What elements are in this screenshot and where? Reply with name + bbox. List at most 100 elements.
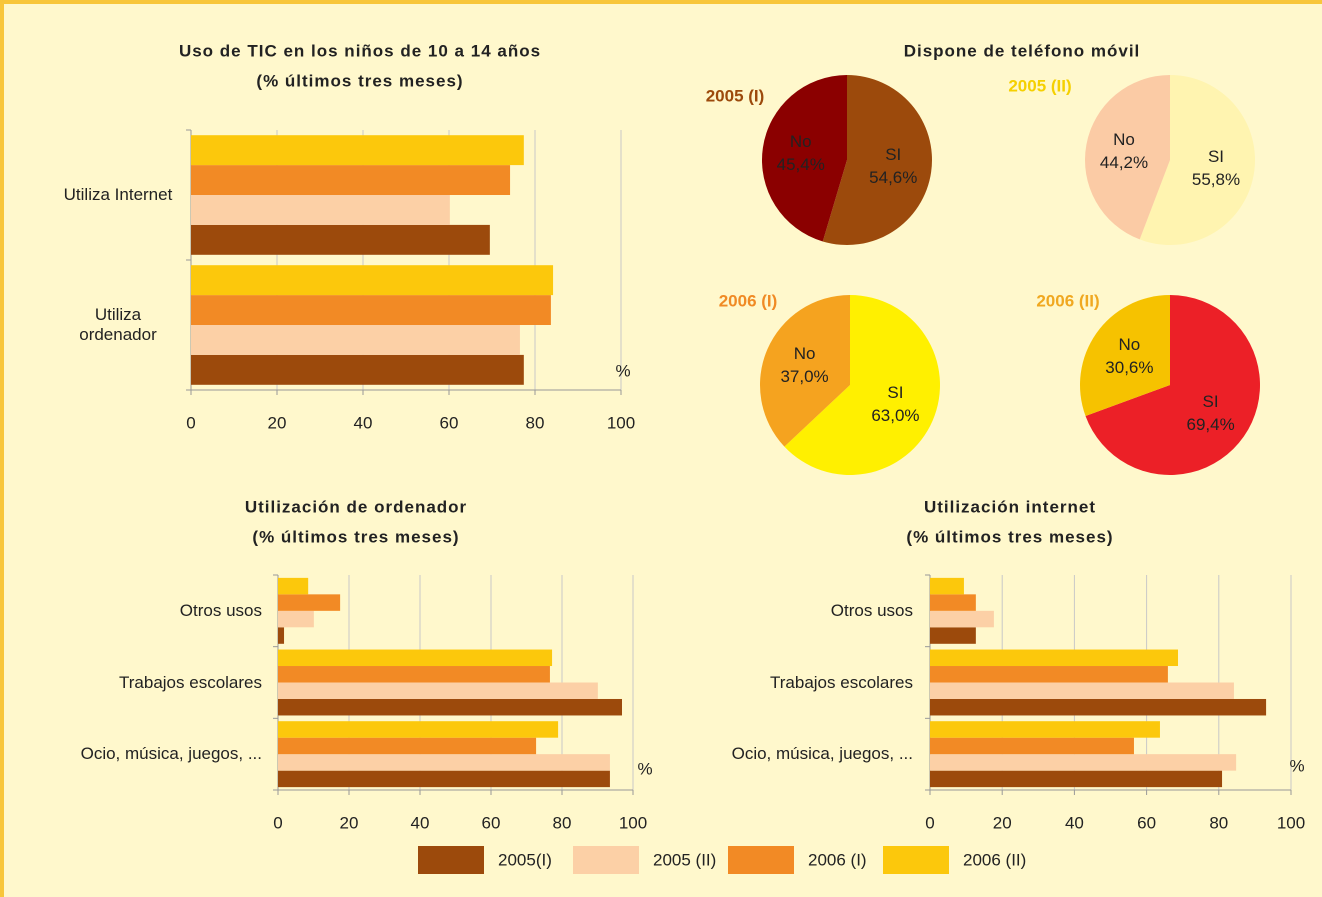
legend-swatch xyxy=(883,846,949,874)
legend-swatch xyxy=(418,846,484,874)
slice-value-label: 63,0% xyxy=(871,406,919,425)
chart-title: Uso de TIC en los niños de 10 a 14 años xyxy=(179,41,541,60)
y-tick-label: Utiliza ordenador xyxy=(79,305,157,344)
x-tick-label: 100 xyxy=(607,413,635,432)
chart: Uso de TIC en los niños de 10 a 14 años (… xyxy=(179,41,1305,874)
chart-title: Utilización internet xyxy=(924,497,1096,516)
chart-subtitle: (% últimos tres meses) xyxy=(256,71,463,90)
chart-subtitle: (% últimos tres meses) xyxy=(252,527,459,546)
slice-category: SI xyxy=(887,383,903,402)
pie-slice xyxy=(1080,295,1170,417)
slice-value-label: 54,6% xyxy=(869,168,917,187)
bar xyxy=(278,721,559,738)
slice-value-label: 55,8% xyxy=(1192,170,1240,189)
axis-unit: % xyxy=(615,361,630,380)
bar xyxy=(191,325,520,355)
y-tick-label: Ocio, música, juegos, ... xyxy=(731,744,913,764)
y-tick-label: Trabajos escolares xyxy=(770,672,913,692)
x-tick-label: 40 xyxy=(1065,813,1084,832)
slice-category: No xyxy=(794,344,816,363)
x-tick-label: 40 xyxy=(354,413,373,432)
bar xyxy=(191,295,551,325)
chart-subtitle: (% últimos tres meses) xyxy=(906,527,1113,546)
bar xyxy=(278,610,314,628)
slice-value-label: 69,4% xyxy=(1186,415,1234,434)
chart-title: Utilización de ordenador xyxy=(245,497,467,516)
bar xyxy=(278,594,341,611)
bar xyxy=(191,195,450,225)
y-tick-label: Otros usos xyxy=(830,600,913,620)
bar xyxy=(278,754,610,771)
x-tick-label: 0 xyxy=(186,413,195,432)
pie-label: 2006 (I) xyxy=(719,291,778,310)
slice-value-label: 30,6% xyxy=(1105,358,1153,377)
chart-title: Dispone de teléfono móvil xyxy=(904,41,1141,60)
pie-slice xyxy=(1085,295,1260,475)
pie-slice xyxy=(760,294,850,447)
x-tick-label: 40 xyxy=(411,813,430,832)
axis-unit: % xyxy=(637,759,652,778)
y-tick-label: Otros usos xyxy=(179,600,262,620)
legend-label: 2006 (II) xyxy=(963,850,1026,869)
x-tick-label: 60 xyxy=(482,813,501,832)
bar xyxy=(278,682,598,699)
bar xyxy=(930,627,976,644)
slice-category: SI xyxy=(1208,147,1224,166)
pie-slice xyxy=(784,295,941,475)
y-tick-label: Ocio, música, juegos, ... xyxy=(80,744,262,764)
x-tick-label: 100 xyxy=(619,813,647,832)
x-tick-label: 100 xyxy=(1277,813,1305,832)
pie-label: 2006 (II) xyxy=(1036,291,1099,310)
bar xyxy=(930,721,1160,738)
bar xyxy=(278,627,285,644)
slice-value-label: 44,2% xyxy=(1100,153,1148,172)
y-tick-label: Utiliza Internet xyxy=(63,185,173,204)
x-tick-label: 80 xyxy=(1209,813,1228,832)
bar xyxy=(191,224,490,255)
legend-label: 2006 (I) xyxy=(808,850,867,869)
bar xyxy=(278,698,622,716)
bar xyxy=(930,594,976,611)
x-tick-label: 60 xyxy=(440,413,459,432)
bar xyxy=(930,754,1237,771)
y-tick-label: Trabajos escolares xyxy=(119,672,262,692)
bar xyxy=(191,354,524,385)
bar xyxy=(278,649,553,667)
x-tick-label: 80 xyxy=(553,813,572,832)
bar xyxy=(930,577,964,595)
legend-swatch xyxy=(573,846,639,874)
x-tick-label: 80 xyxy=(526,413,545,432)
slice-category: No xyxy=(1113,130,1135,149)
bar xyxy=(191,165,511,195)
bar xyxy=(930,737,1134,755)
legend-label: 2005 (II) xyxy=(653,850,716,869)
slice-value-label: 45,4% xyxy=(777,155,825,174)
bar xyxy=(930,666,1168,683)
x-tick-label: 0 xyxy=(925,813,934,832)
bar xyxy=(930,682,1234,699)
legend-swatch xyxy=(728,846,794,874)
slice-value-label: 37,0% xyxy=(780,367,828,386)
bar xyxy=(930,610,994,628)
axis-unit: % xyxy=(1289,756,1304,775)
pie-slice xyxy=(762,75,847,242)
slice-category: No xyxy=(1119,335,1141,354)
bar xyxy=(278,577,309,595)
pie-label: 2005 (I) xyxy=(706,86,765,105)
bar xyxy=(191,135,524,166)
pie-slice xyxy=(822,75,932,245)
pie-slice xyxy=(1139,75,1255,245)
slice-category: SI xyxy=(1203,392,1219,411)
pie-slice xyxy=(1084,75,1170,240)
legend-label: 2005(I) xyxy=(498,850,552,869)
x-tick-label: 20 xyxy=(268,413,287,432)
bar xyxy=(278,737,537,755)
slice-category: No xyxy=(790,132,812,151)
bar xyxy=(278,666,550,683)
bar xyxy=(191,265,554,296)
x-tick-label: 60 xyxy=(1137,813,1156,832)
bar xyxy=(278,770,610,788)
x-tick-label: 20 xyxy=(993,813,1012,832)
bar xyxy=(930,770,1223,788)
